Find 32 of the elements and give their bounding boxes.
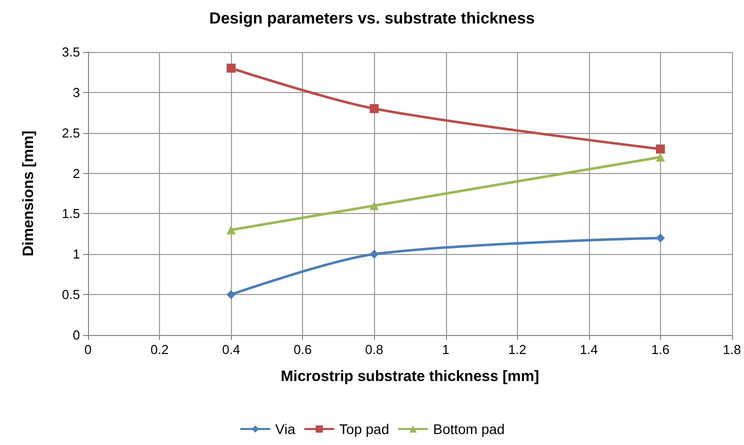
x-tick-label: 1.4 <box>580 342 598 357</box>
point <box>656 144 665 154</box>
chart-title: Design parameters vs. substrate thickness <box>209 10 535 28</box>
point <box>656 152 665 162</box>
x-tick-label: 0.4 <box>222 342 240 357</box>
y-tick-label: 3.5 <box>62 44 80 60</box>
x-tick-label: 1.2 <box>508 342 526 357</box>
x-tick-label: 1.8 <box>722 342 742 357</box>
y-tick-label: 1 <box>72 246 80 262</box>
x-tick-label: 0.2 <box>150 342 169 357</box>
point <box>226 64 236 73</box>
x-tick-label: 0 <box>84 342 92 357</box>
x-tick-label: 1.6 <box>651 342 670 357</box>
y-tick-label: 3 <box>72 84 80 100</box>
point <box>226 290 236 300</box>
x-tick-label: 1 <box>442 342 450 357</box>
legend-label: Via <box>275 421 296 437</box>
point <box>226 225 236 234</box>
point <box>370 104 379 114</box>
y-tick-label: 2 <box>72 166 80 181</box>
point <box>370 250 379 259</box>
y-tick-label: 2.5 <box>62 125 80 140</box>
y-axis-title: Dimensions [mm] <box>20 130 37 256</box>
x-tick-label: 0.6 <box>294 342 312 357</box>
point <box>370 201 379 210</box>
legend-label: Bottom pad <box>433 421 505 437</box>
y-tick-label: 1.5 <box>62 206 80 222</box>
legend-label: Top pad <box>339 421 390 437</box>
y-tick-label: 0 <box>72 328 80 342</box>
x-axis-title: Microstrip substrate thickness [mm] <box>280 368 540 385</box>
y-tick-label: 0.5 <box>62 287 80 302</box>
x-tick-label: 0.8 <box>365 342 384 357</box>
